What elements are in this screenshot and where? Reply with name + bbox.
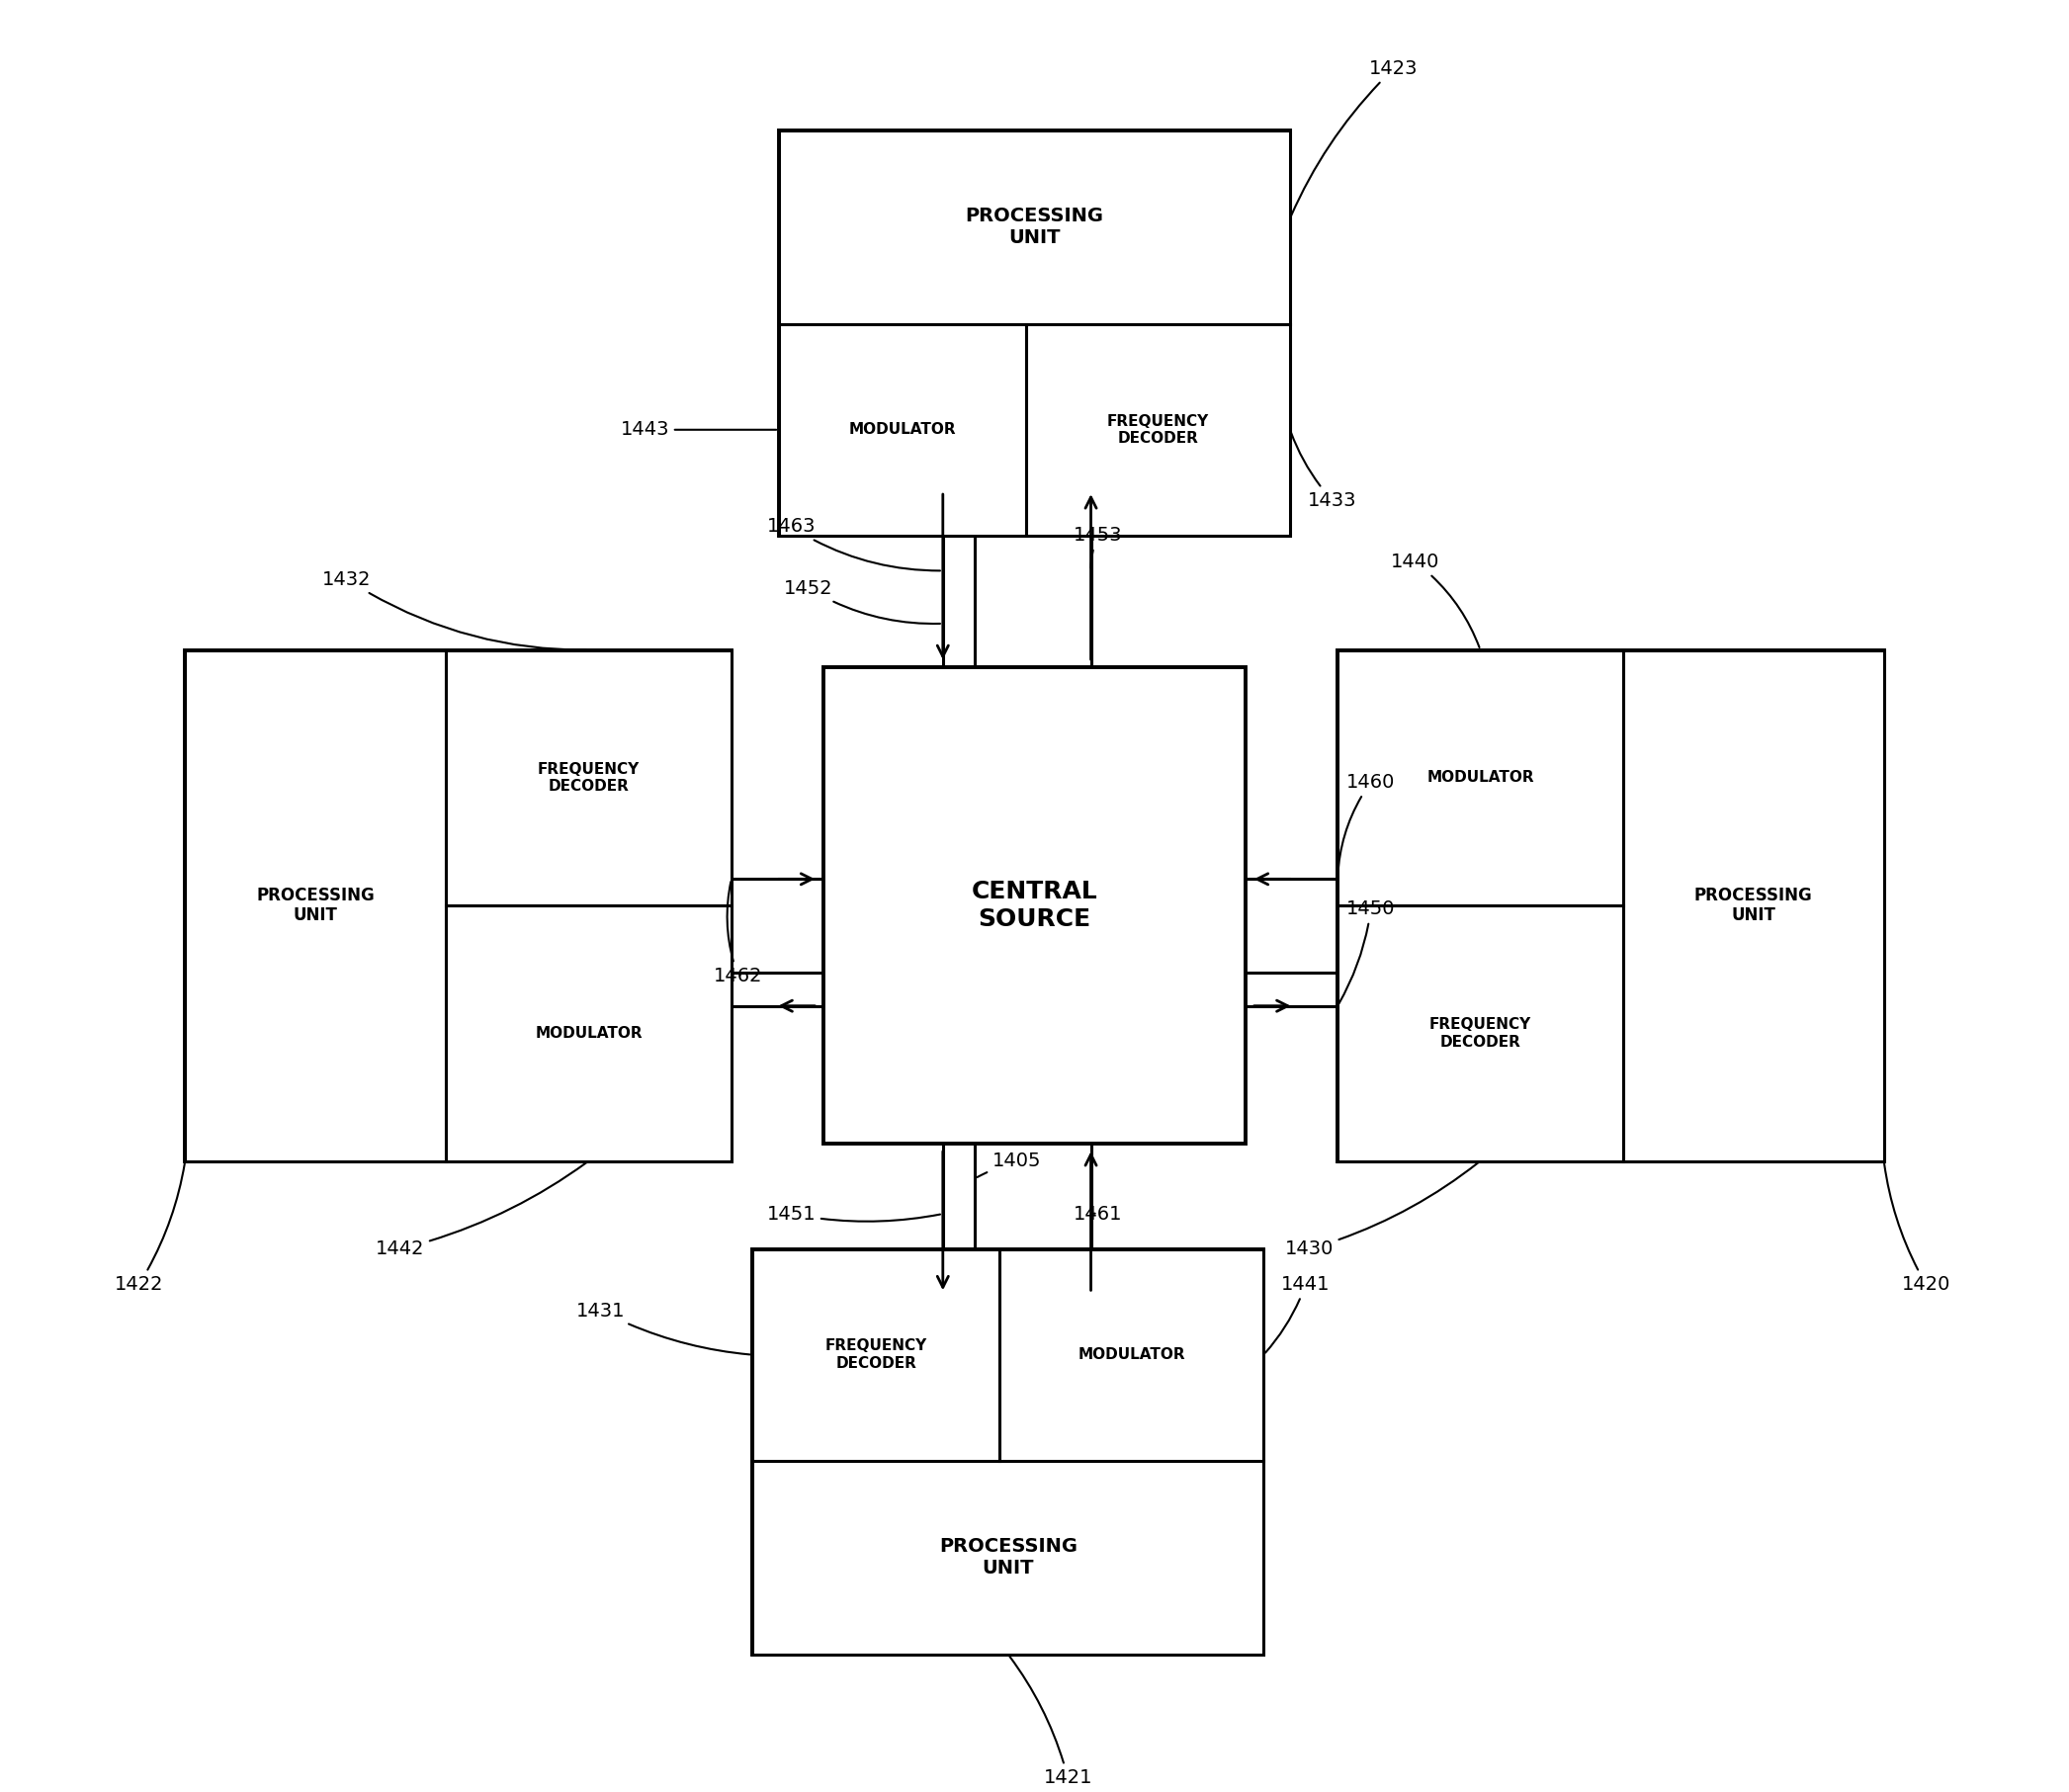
Text: FREQUENCY
DECODER: FREQUENCY DECODER [538,762,639,794]
FancyBboxPatch shape [184,650,447,1161]
Text: 1462: 1462 [714,882,763,986]
Text: 1430: 1430 [1285,1163,1477,1258]
FancyBboxPatch shape [780,131,1289,536]
FancyBboxPatch shape [753,1249,999,1460]
Text: MODULATOR: MODULATOR [1078,1348,1186,1362]
FancyBboxPatch shape [1026,324,1289,536]
FancyBboxPatch shape [1337,650,1622,905]
FancyBboxPatch shape [1337,650,1885,1161]
Text: 1421: 1421 [1010,1656,1092,1787]
Text: PROCESSING
UNIT: PROCESSING UNIT [257,887,374,925]
FancyBboxPatch shape [1622,650,1885,1161]
Text: FREQUENCY
DECODER: FREQUENCY DECODER [826,1339,927,1371]
Text: MODULATOR: MODULATOR [1428,771,1533,785]
Text: CENTRAL
SOURCE: CENTRAL SOURCE [970,880,1099,932]
Text: 1442: 1442 [374,1163,586,1258]
FancyBboxPatch shape [780,131,1289,324]
Text: 1405: 1405 [977,1152,1041,1177]
FancyBboxPatch shape [184,650,732,1161]
Text: 1461: 1461 [1074,1204,1121,1224]
Text: 1450: 1450 [1339,900,1395,1004]
Text: 1452: 1452 [784,579,939,624]
Text: PROCESSING
UNIT: PROCESSING UNIT [966,206,1103,247]
Text: 1423: 1423 [1291,59,1417,215]
FancyBboxPatch shape [753,1460,1264,1654]
Text: 1451: 1451 [768,1204,939,1224]
Text: FREQUENCY
DECODER: FREQUENCY DECODER [1107,414,1208,446]
FancyBboxPatch shape [823,668,1246,1143]
Text: 1463: 1463 [768,518,939,570]
Text: MODULATOR: MODULATOR [848,423,956,437]
Text: 1432: 1432 [323,570,586,650]
FancyBboxPatch shape [780,324,1026,536]
Text: FREQUENCY
DECODER: FREQUENCY DECODER [1430,1018,1531,1050]
FancyBboxPatch shape [999,1249,1264,1460]
Text: 1422: 1422 [114,1163,184,1294]
Text: PROCESSING
UNIT: PROCESSING UNIT [1695,887,1812,925]
Text: 1440: 1440 [1390,552,1479,647]
Text: MODULATOR: MODULATOR [536,1025,641,1041]
FancyBboxPatch shape [1337,905,1622,1161]
Text: 1460: 1460 [1339,772,1395,876]
Text: 1441: 1441 [1266,1274,1330,1353]
Text: 1453: 1453 [1074,527,1121,568]
Text: 1431: 1431 [577,1301,749,1355]
FancyBboxPatch shape [753,1249,1264,1654]
Text: 1433: 1433 [1291,432,1357,509]
FancyBboxPatch shape [447,905,732,1161]
Text: 1420: 1420 [1885,1163,1951,1294]
Text: 1443: 1443 [621,421,776,439]
Text: PROCESSING
UNIT: PROCESSING UNIT [939,1538,1078,1577]
FancyBboxPatch shape [447,650,732,905]
